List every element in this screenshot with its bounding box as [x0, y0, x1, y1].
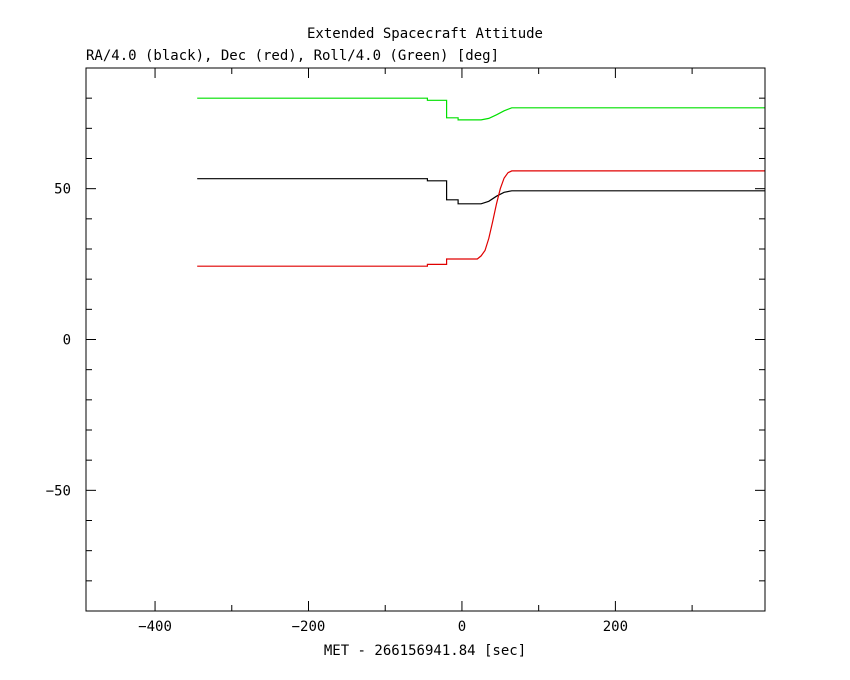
- axes: [85, 67, 766, 612]
- chart-subtitle: RA/4.0 (black), Dec (red), Roll/4.0 (Gre…: [86, 48, 499, 64]
- x-tick-label: 0: [458, 619, 466, 635]
- plot-lines: [197, 97, 765, 267]
- x-axis-label: MET - 266156941.84 [sec]: [324, 643, 526, 659]
- x-tick-label: 200: [603, 619, 628, 635]
- tick-labels: −400 −200 0 200 −50 0 50: [46, 182, 628, 635]
- series-line-roll: [197, 97, 765, 121]
- x-tick-label: −400: [138, 619, 172, 635]
- chart-title: Extended Spacecraft Attitude: [307, 26, 543, 42]
- y-tick-label: 50: [54, 182, 71, 198]
- series-line-dec: [197, 170, 765, 267]
- series-line-ra: [197, 178, 765, 205]
- plot-frame: [85, 67, 766, 612]
- y-tick-label: −50: [46, 483, 71, 499]
- y-tick-label: 0: [63, 333, 71, 349]
- x-tick-label: −200: [292, 619, 326, 635]
